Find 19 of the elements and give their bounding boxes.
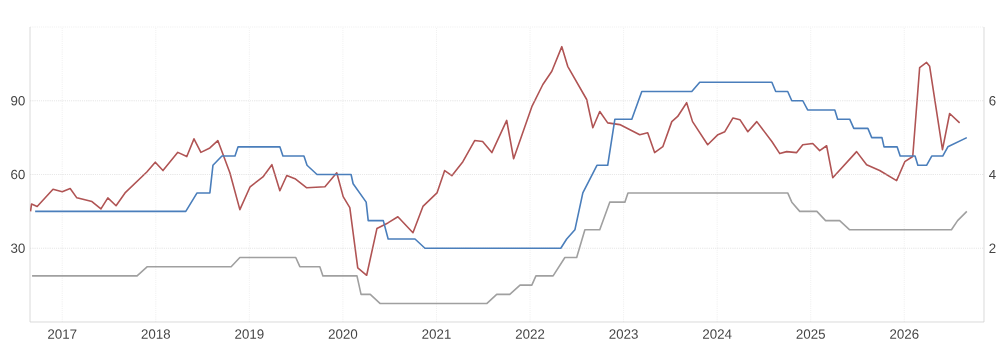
- y-tick-label: 90: [11, 96, 25, 106]
- x-tick-label: 2023: [609, 329, 638, 339]
- x-tick-label: 2024: [702, 329, 732, 339]
- x-tick-label: 2019: [235, 329, 264, 339]
- y-tick-label: 30: [10, 243, 25, 253]
- line-series: [34, 81, 968, 250]
- x-tick-label: 2026: [890, 329, 919, 339]
- x-tick-label: 2017: [48, 329, 77, 339]
- x-tick-label: 2022: [515, 329, 545, 339]
- line-series: [30, 45, 961, 277]
- y2-tick-label: 6: [989, 96, 996, 106]
- x-tick-label: 2018: [141, 329, 171, 339]
- y2-tick-label: 4: [989, 169, 996, 180]
- y2-tick-label: 2: [989, 243, 996, 253]
- line-series: [31, 192, 968, 305]
- y-tick-label: 60: [11, 169, 25, 180]
- x-tick-label: 2021: [422, 329, 451, 339]
- x-tick-label: 2025: [796, 329, 825, 339]
- x-tick-label: 2020: [328, 329, 358, 339]
